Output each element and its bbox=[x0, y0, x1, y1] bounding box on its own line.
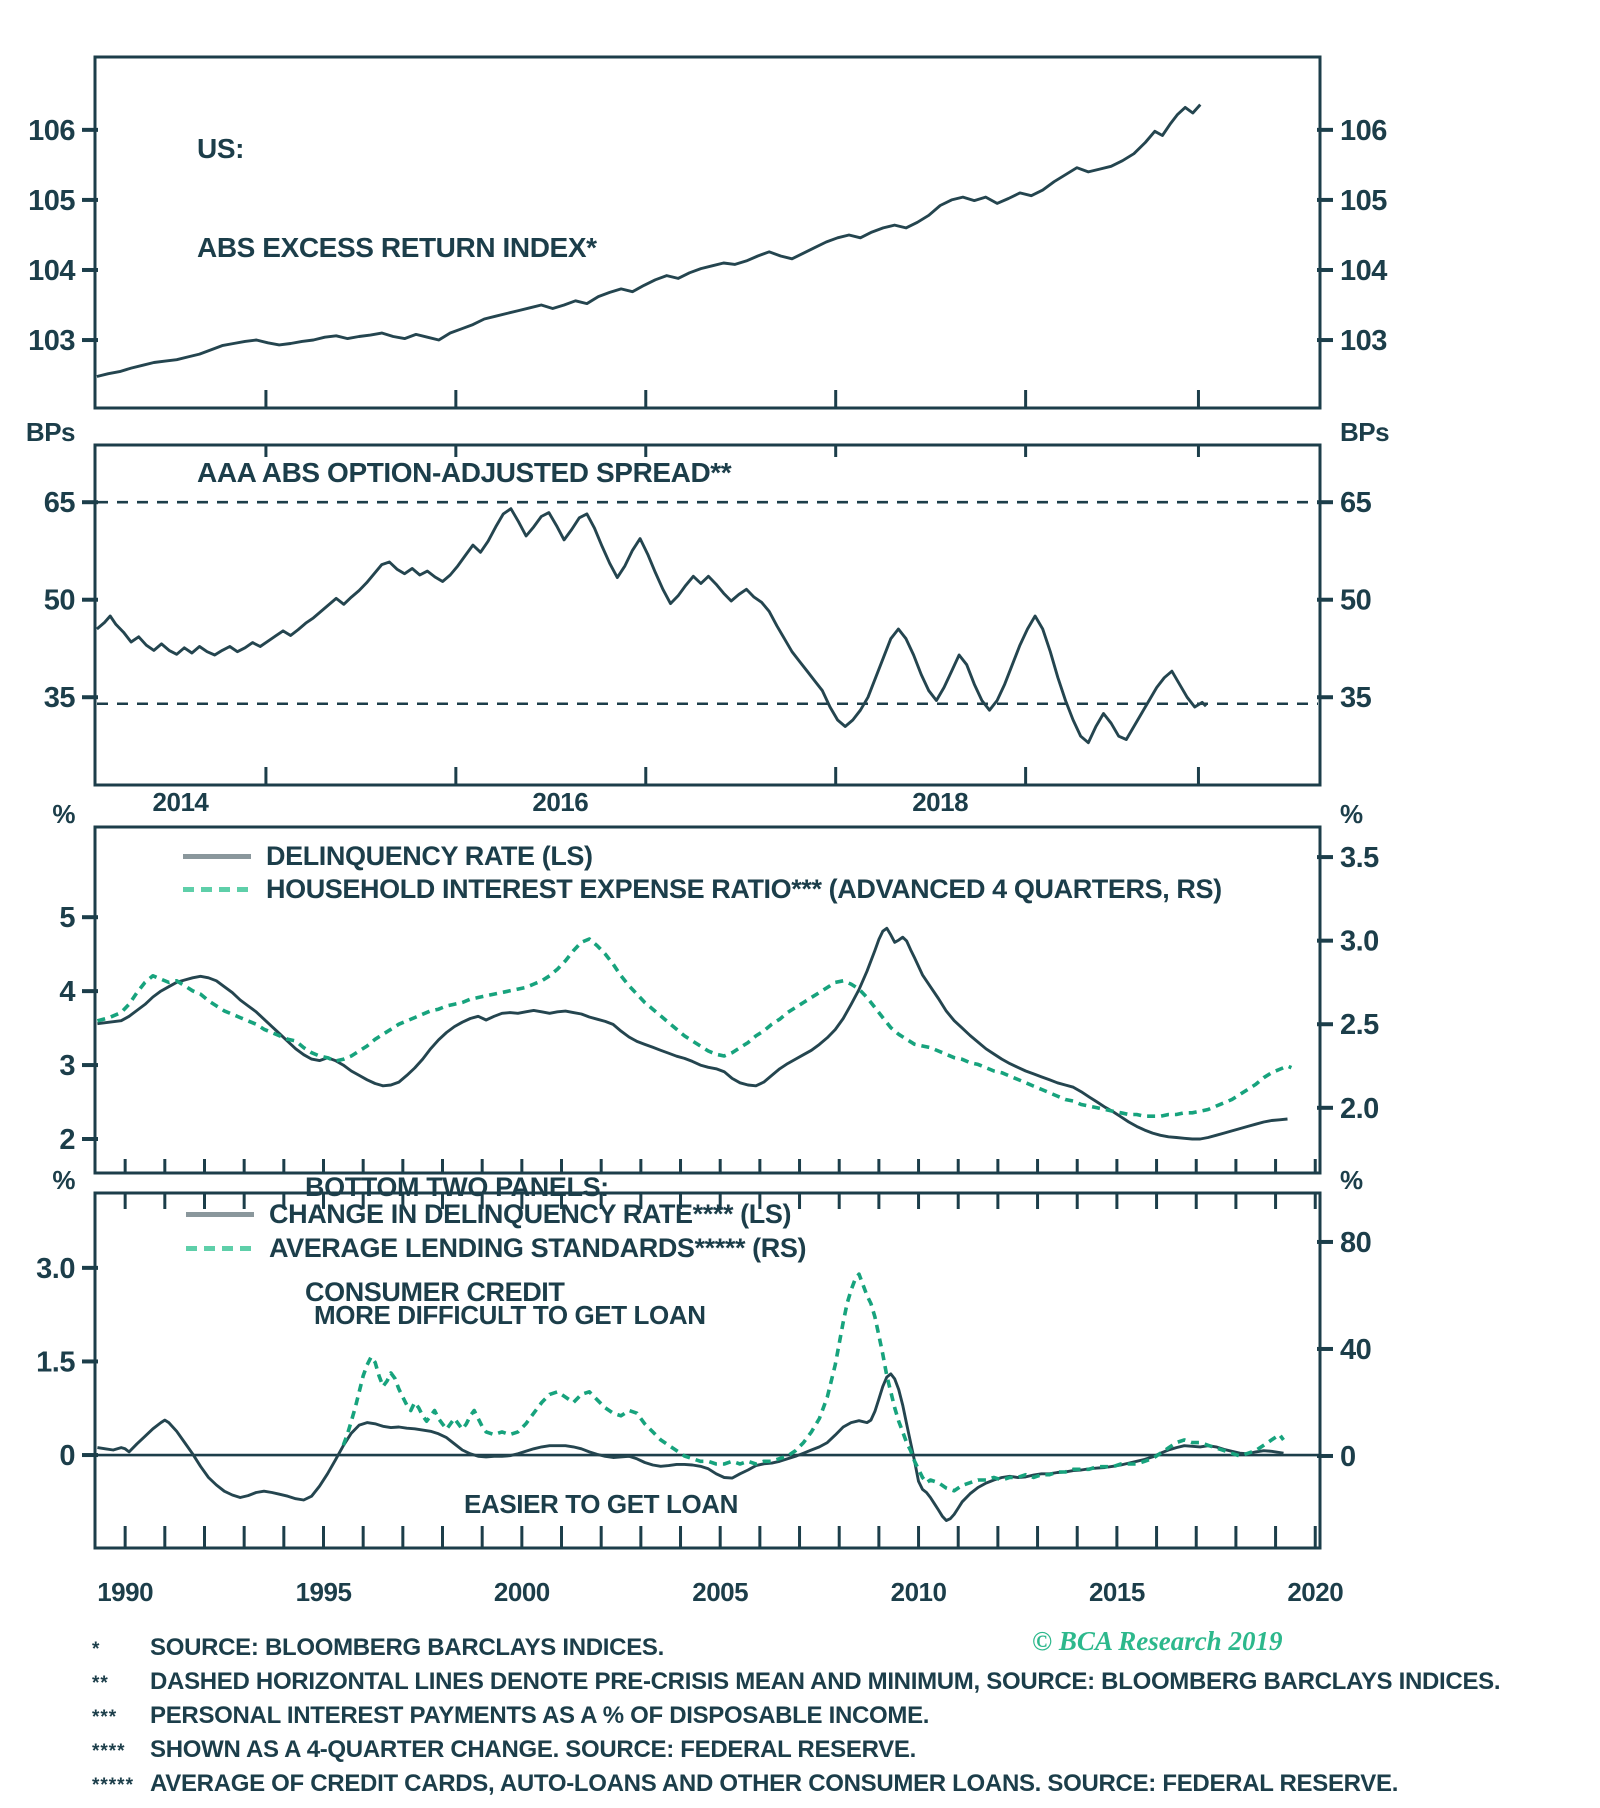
footnote-marker: * bbox=[92, 1639, 101, 1660]
legend-label: AVERAGE LENDING STANDARDS***** (RS) bbox=[269, 1232, 807, 1263]
y-axis-label-left: 1.5 bbox=[36, 1346, 75, 1378]
y-axis-label-left: 50 bbox=[44, 585, 75, 617]
y-axis-label-right: 2.5 bbox=[1340, 1009, 1379, 1041]
panel4-legend: CHANGE IN DELINQUENCY RATE**** (LS) AVER… bbox=[186, 1197, 806, 1265]
y-axis-label-left: 0 bbox=[59, 1440, 75, 1472]
bottom-panels-annotation-line2: CONSUMER CREDIT bbox=[305, 1277, 565, 1307]
axis-unit-right: % bbox=[1340, 799, 1363, 829]
series-line-abs-excess-return-index bbox=[96, 103, 1202, 378]
x-axis-label: 1995 bbox=[296, 1577, 352, 1607]
y-axis-label-right: 3.0 bbox=[1340, 926, 1379, 958]
legend-item-delinquency-rate: DELINQUENCY RATE (LS) bbox=[183, 840, 1222, 873]
axis-unit-right: BPs bbox=[1340, 417, 1389, 447]
footnote-row: ** DASHED HORIZONTAL LINES DENOTE PRE-CR… bbox=[92, 1666, 1572, 1700]
axis-unit-left: % bbox=[52, 799, 75, 829]
footnote-row: **** SHOWN AS A 4-QUARTER CHANGE. SOURCE… bbox=[92, 1734, 1572, 1768]
x-axis-label: 2014 bbox=[153, 787, 210, 817]
axis-unit-left: % bbox=[52, 1165, 75, 1195]
y-axis-label-right: 2.0 bbox=[1340, 1093, 1379, 1125]
y-axis-label-right: 65 bbox=[1340, 487, 1372, 519]
footnote-marker: **** bbox=[92, 1741, 126, 1762]
footnote-marker: ***** bbox=[92, 1775, 134, 1796]
series-line-average-lending-standards-rs bbox=[341, 1272, 1285, 1493]
y-axis-label-right: 3.5 bbox=[1340, 842, 1379, 874]
panel-4-border bbox=[93, 1191, 1322, 1550]
panel-2-border bbox=[93, 443, 1322, 787]
footnote-row: ***** AVERAGE OF CREDIT CARDS, AUTO-LOAN… bbox=[92, 1768, 1572, 1802]
y-axis-label-right: 104 bbox=[1340, 255, 1387, 287]
footnote-text: SOURCE: BLOOMBERG BARCLAYS INDICES. bbox=[150, 1634, 664, 1661]
x-axis-label: 2010 bbox=[891, 1577, 947, 1607]
y-axis-label-right: 35 bbox=[1340, 682, 1372, 714]
panel1-title-line2: ABS EXCESS RETURN INDEX* bbox=[197, 232, 597, 263]
footnotes: * SOURCE: BLOOMBERG BARCLAYS INDICES. **… bbox=[92, 1632, 1572, 1802]
footnote-marker: *** bbox=[92, 1707, 118, 1728]
y-axis-label-left: 3.0 bbox=[36, 1253, 75, 1285]
y-axis-label-right: 0 bbox=[1340, 1441, 1356, 1473]
y-axis-label-right: 50 bbox=[1340, 585, 1371, 617]
footnote-text: DASHED HORIZONTAL LINES DENOTE PRE-CRISI… bbox=[150, 1668, 1501, 1695]
footnote-text: PERSONAL INTEREST PAYMENTS AS A % OF DIS… bbox=[150, 1702, 930, 1729]
y-axis-label-left: 105 bbox=[28, 185, 75, 217]
legend-item-change-in-delinquency: CHANGE IN DELINQUENCY RATE**** (LS) bbox=[186, 1197, 806, 1231]
y-axis-label-left: 3 bbox=[59, 1050, 75, 1082]
legend-label: CHANGE IN DELINQUENCY RATE**** (LS) bbox=[269, 1198, 792, 1229]
legend-label: HOUSEHOLD INTEREST EXPENSE RATIO*** (ADV… bbox=[266, 874, 1222, 904]
y-axis-label-left: 106 bbox=[28, 115, 75, 147]
copyright-notice: © BCA Research 2019 bbox=[1032, 1626, 1283, 1656]
bottom-panels-annotation: BOTTOM TWO PANELS: CONSUMER CREDIT bbox=[305, 1100, 609, 1380]
x-axis-label: 2016 bbox=[532, 787, 588, 817]
y-axis-label-left: 103 bbox=[28, 325, 75, 357]
x-axis-label: 2015 bbox=[1089, 1577, 1145, 1607]
y-axis-label-left: 4 bbox=[59, 976, 75, 1008]
y-axis-label-left: 2 bbox=[59, 1124, 75, 1156]
panel2-title: AAA ABS OPTION-ADJUSTED SPREAD** bbox=[197, 457, 732, 488]
legend-item-household-interest-expense: HOUSEHOLD INTEREST EXPENSE RATIO*** (ADV… bbox=[183, 873, 1222, 906]
y-axis-label-right: 106 bbox=[1340, 115, 1387, 147]
series-line-delinquency-rate-ls bbox=[97, 926, 1288, 1141]
y-axis-label-left: 5 bbox=[59, 902, 75, 934]
x-axis-label: 2018 bbox=[912, 787, 968, 817]
bottom-panels-annotation-line1: BOTTOM TWO PANELS: bbox=[305, 1172, 609, 1202]
axis-unit-left: BPs bbox=[26, 417, 75, 447]
series-line-change-in-delinquency-rate-ls bbox=[97, 1372, 1284, 1522]
panel1-title-line1: US: bbox=[197, 133, 245, 164]
panel-3-border bbox=[93, 825, 1322, 1175]
series-line-household-interest-expense-ratio-advanced-4-quarters-rs bbox=[96, 937, 1293, 1118]
x-axis-label: 2000 bbox=[494, 1577, 550, 1607]
footnote-row: * SOURCE: BLOOMBERG BARCLAYS INDICES. bbox=[92, 1632, 1572, 1666]
axis-unit-right: % bbox=[1340, 1165, 1363, 1195]
solid-line-swatch bbox=[186, 1211, 254, 1217]
easier-annotation: EASIER TO GET LOAN bbox=[464, 1489, 739, 1519]
y-axis-label-left: 35 bbox=[44, 682, 76, 714]
panel3-legend: DELINQUENCY RATE (LS) HOUSEHOLD INTEREST… bbox=[183, 840, 1222, 906]
y-axis-label-left: 104 bbox=[28, 255, 75, 287]
y-axis-label-right: 103 bbox=[1340, 325, 1387, 357]
dashed-line-swatch bbox=[183, 887, 251, 892]
x-axis-label: 2020 bbox=[1287, 1577, 1343, 1607]
series-line-aaa-abs-option-adjusted-spread bbox=[95, 507, 1208, 745]
footnote-marker: ** bbox=[92, 1673, 109, 1694]
more-difficult-annotation: MORE DIFFICULT TO GET LOAN bbox=[314, 1300, 706, 1330]
y-axis-label-right: 105 bbox=[1340, 185, 1387, 217]
footnote-text: AVERAGE OF CREDIT CARDS, AUTO-LOANS AND … bbox=[150, 1770, 1399, 1797]
legend-label: DELINQUENCY RATE (LS) bbox=[266, 841, 593, 871]
dashed-line-swatch bbox=[186, 1245, 254, 1251]
y-axis-label-left: 65 bbox=[44, 487, 76, 519]
y-axis-label-right: 80 bbox=[1340, 1227, 1371, 1259]
legend-item-average-lending-standards: AVERAGE LENDING STANDARDS***** (RS) bbox=[186, 1231, 806, 1265]
panel-1-border bbox=[93, 55, 1322, 410]
x-axis-label: 1990 bbox=[97, 1577, 153, 1607]
footnote-row: *** PERSONAL INTEREST PAYMENTS AS A % OF… bbox=[92, 1700, 1572, 1734]
footnote-text: SHOWN AS A 4-QUARTER CHANGE. SOURCE: FED… bbox=[150, 1736, 916, 1763]
panel1-title: US: ABS EXCESS RETURN INDEX* bbox=[197, 66, 597, 330]
solid-line-swatch bbox=[183, 854, 251, 859]
y-axis-label-right: 40 bbox=[1340, 1334, 1371, 1366]
x-axis-label: 2005 bbox=[692, 1577, 748, 1607]
